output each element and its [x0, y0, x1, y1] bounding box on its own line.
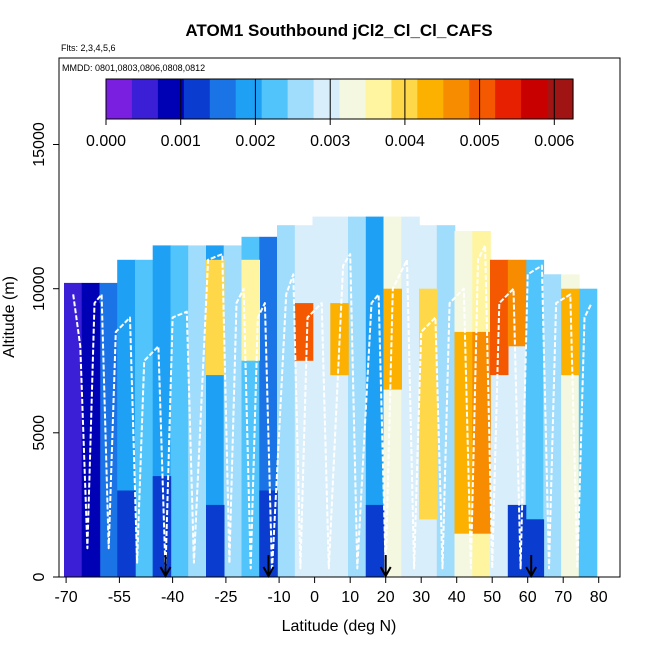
- heatmap-cell-low: [507, 504, 527, 577]
- colorbar-tick-label: 0.004: [385, 133, 425, 150]
- colorbar-swatch: [339, 79, 367, 119]
- colorbar-swatch: [521, 79, 548, 119]
- flights-label: Flts: 2,3,4,5,6: [61, 43, 116, 53]
- colorbar-tick-label: 0.001: [161, 133, 201, 150]
- heatmap-cell-high: [419, 288, 438, 520]
- flight-tracks: [72, 244, 593, 573]
- dates-label: MMDD: 0801,0803,0806,0808,0812: [62, 63, 205, 73]
- colorbar-tick-label: 0.003: [310, 133, 350, 150]
- colorbar-swatch: [106, 79, 133, 119]
- y-tick-label: 5000: [31, 415, 48, 451]
- x-tick-label: -70: [55, 589, 78, 606]
- colorbar-tick-label: 0.006: [534, 133, 574, 150]
- x-tick-label: 20: [377, 589, 395, 606]
- heatmap-cell: [383, 216, 402, 577]
- colorbar-swatch: [547, 79, 574, 119]
- heatmap-cell: [188, 245, 207, 577]
- x-tick-label: 10: [341, 589, 359, 606]
- x-tick-label: -25: [214, 589, 237, 606]
- heatmap-cell: [543, 274, 562, 578]
- arrow-marker: [159, 555, 172, 579]
- heatmap-cell: [348, 216, 367, 577]
- colorbar-swatch: [209, 79, 237, 119]
- x-tick-label: 60: [519, 589, 537, 606]
- heatmap-cell-high: [206, 259, 225, 376]
- flight-track-3: [384, 244, 593, 572]
- chart-title: ATOM1 Southbound jCl2_Cl_Cl_CAFS: [185, 21, 492, 40]
- heatmap-cell-high: [241, 259, 260, 361]
- heatmap-cell: [294, 225, 314, 577]
- heatmap-cell-low: [64, 303, 83, 577]
- x-axis-label: Latitude (deg N): [282, 618, 397, 635]
- colorbar-tick-label: 0.005: [460, 133, 500, 150]
- x-tick-label: -40: [161, 589, 184, 606]
- x-tick-label: 40: [448, 589, 466, 606]
- x-tick-label: 70: [554, 589, 572, 606]
- heatmap-cell-low: [117, 490, 136, 577]
- arrow-marker: [262, 555, 275, 579]
- heatmap-cell: [330, 216, 349, 577]
- x-tick-label: 80: [590, 589, 608, 606]
- heatmap-cell-low: [152, 476, 172, 577]
- arrow-markers: [159, 555, 538, 579]
- colorbar-swatch: [495, 79, 522, 119]
- heatmap-cell-high: [507, 259, 527, 347]
- y-axis-label: Altitude (m): [1, 276, 18, 358]
- colorbar-swatch: [261, 79, 289, 119]
- colorbar-swatch: [287, 79, 315, 119]
- flight-track-1: [72, 253, 231, 573]
- heatmap-cell-low: [81, 303, 101, 577]
- colorbar-swatch: [365, 79, 392, 119]
- colorbar-swatch: [131, 79, 159, 119]
- y-axis: 0 5000 10000 15000: [31, 122, 59, 581]
- heatmap-cell: [525, 259, 545, 577]
- x-tick-label: 0: [310, 589, 319, 606]
- x-axis: -70 -55 -40 -25 -10 0 10 20 30 40 50 60 70 80: [55, 576, 620, 606]
- heatmap-cell: [277, 225, 296, 577]
- arrow-marker: [525, 555, 538, 579]
- heatmap-cell-high: [472, 331, 491, 534]
- heatmap-cell: [135, 259, 154, 577]
- colorbar-swatch: [157, 79, 185, 119]
- heatmap-cell: [170, 245, 189, 577]
- heatmap-cell-high: [383, 288, 402, 390]
- heatmap-cell-low: [206, 504, 225, 577]
- arrow-marker: [379, 555, 392, 579]
- x-tick-label: -55: [108, 589, 131, 606]
- heatmap-cell-low: [365, 504, 385, 577]
- colorbar: 0.000 0.001 0.002 0.003 0.004 0.005 0.006: [86, 78, 574, 150]
- colorbar-swatch: [313, 79, 341, 119]
- flight-track-2: [228, 253, 387, 573]
- heatmap-cell-high: [490, 259, 509, 376]
- y-tick-label: 0: [31, 572, 48, 581]
- colorbar-swatch: [183, 79, 211, 119]
- y-tick-label: 10000: [31, 266, 48, 311]
- heatmap-cell: [99, 282, 118, 577]
- heatmap-cell-high: [330, 303, 349, 376]
- y-tick-label: 15000: [31, 122, 48, 167]
- colorbar-swatch: [443, 79, 470, 119]
- colorbar-tick-label: 0.000: [86, 133, 126, 150]
- x-tick-label: -10: [268, 589, 291, 606]
- colorbar-tick-label: 0.002: [235, 133, 275, 150]
- colorbar-frame: [105, 78, 574, 120]
- heatmap-cell-high: [294, 303, 314, 361]
- x-tick-label: 30: [412, 589, 430, 606]
- colorbar-swatch: [235, 79, 263, 119]
- colorbar-swatch: [417, 79, 444, 119]
- colorbar-swatch: [469, 79, 496, 119]
- x-tick-label: 50: [483, 589, 501, 606]
